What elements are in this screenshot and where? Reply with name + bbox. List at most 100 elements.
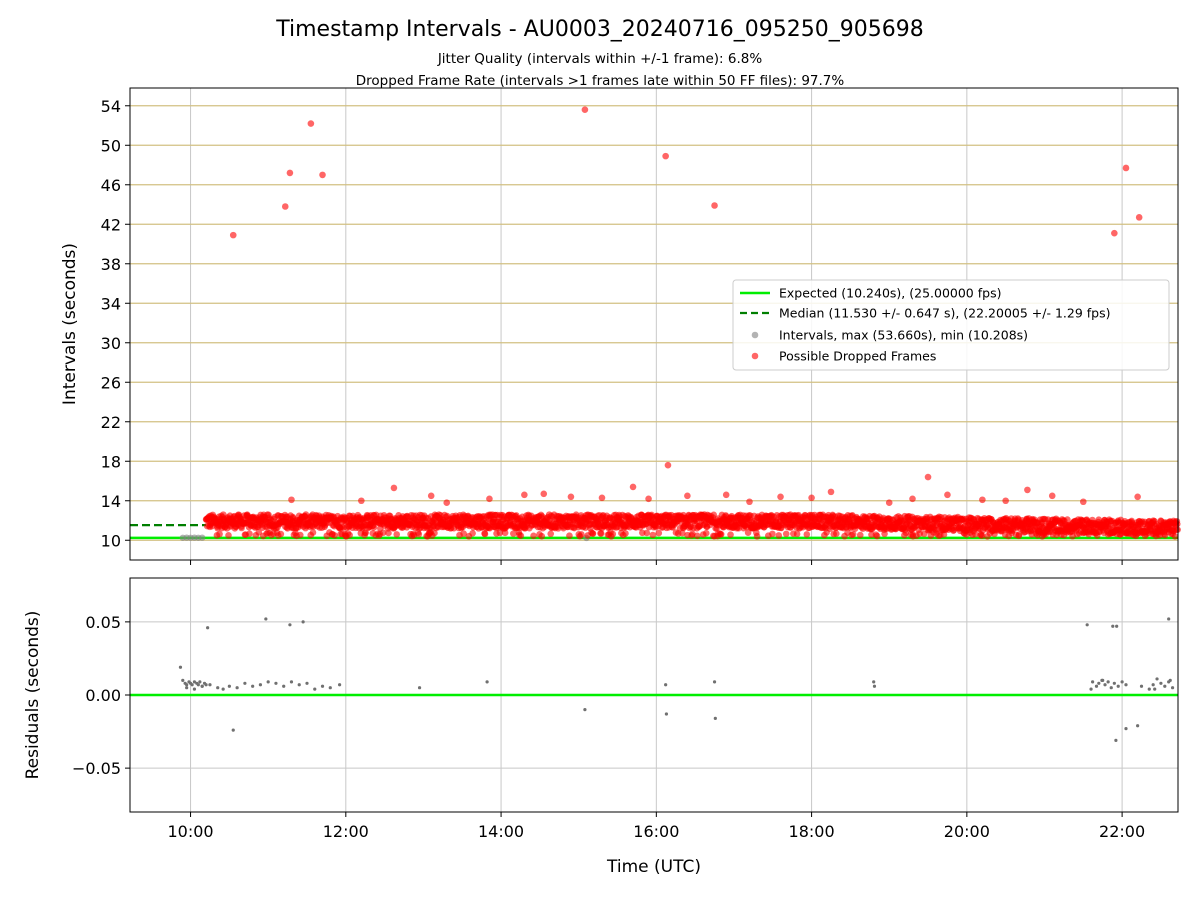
residual-point [664, 712, 669, 716]
dropped-frame-outlier [664, 461, 672, 469]
residual-point [289, 680, 294, 684]
residual-point [282, 684, 286, 688]
dropped-frame-point [393, 531, 401, 538]
dropped-frame-point [679, 529, 686, 537]
residual-point [200, 684, 204, 688]
top-ytick-label: 22 [101, 413, 121, 432]
chart-subtitle-jitter: Jitter Quality (intervals within +/-1 fr… [437, 51, 763, 67]
residual-point [872, 684, 877, 688]
residual-point [192, 687, 197, 691]
dropped-frame-point [856, 531, 864, 539]
dropped-frame-point [578, 531, 585, 538]
residual-point [1153, 687, 1157, 691]
dropped-frame-point [277, 530, 285, 538]
top-ytick-label: 54 [101, 97, 121, 116]
dropped-frame-point [225, 531, 232, 539]
dropped-frame-point [649, 531, 657, 539]
dropped-frame-point [717, 530, 725, 538]
residual-point [264, 617, 268, 621]
dropped-frame-outlier [390, 484, 398, 492]
top-ytick-label: 38 [101, 255, 121, 274]
residual-point [338, 683, 342, 687]
dropped-frame-outlier [808, 494, 815, 502]
dropped-frame-point [775, 532, 783, 539]
top-y-axis-label: Intervals (seconds) [60, 243, 80, 405]
chart-title: Timestamp Intervals - AU0003_20240716_09… [275, 17, 924, 42]
residual-point [417, 686, 422, 690]
dropped-frame-point [609, 530, 617, 538]
residual-point [206, 626, 210, 630]
dropped-frame-outlier [711, 202, 718, 209]
dropped-frame-outlier [909, 495, 916, 503]
residual-point [181, 678, 185, 682]
dropped-frame-outlier [521, 491, 528, 499]
top-ytick-label: 34 [101, 294, 121, 313]
dropped-frame-outlier [1111, 229, 1118, 237]
dropped-frame-outlier [486, 495, 493, 503]
top-ytick-label: 26 [101, 373, 121, 392]
residual-point [297, 683, 301, 687]
dropped-frame-point [727, 531, 734, 538]
residual-point [1147, 687, 1151, 691]
dropped-frame-outlier [722, 491, 730, 499]
dropped-frame-point [566, 532, 573, 539]
residual-point [1106, 680, 1110, 684]
dropped-frame-point [793, 530, 801, 538]
top-ytick-label: 50 [101, 136, 121, 155]
bottom-ytick-label: 0.05 [85, 613, 121, 632]
dropped-frame-point [803, 531, 811, 538]
dropped-frame-outlier [629, 483, 637, 491]
dropped-frame-point [547, 530, 555, 538]
chart-legend: Expected (10.240s), (25.00000 fps) Median… [732, 279, 1170, 371]
residual-point [231, 728, 235, 732]
dropped-frame-point [589, 530, 597, 537]
residual-point [1115, 624, 1119, 628]
bottom-y-axis-label: Residuals (seconds) [23, 611, 43, 780]
dropped-frame-outlier [1134, 493, 1141, 501]
residual-point [1139, 684, 1144, 688]
residual-point [1159, 681, 1163, 685]
legend-intervals-swatch [751, 331, 759, 339]
residual-point [198, 680, 202, 684]
dropped-frame-point [460, 530, 467, 537]
interval-point [198, 534, 206, 541]
dropped-frame-point [849, 530, 857, 538]
residual-point [243, 681, 247, 685]
residual-point [1170, 686, 1175, 690]
residual-point [583, 708, 587, 712]
residual-point [713, 716, 717, 721]
dropped-frame-point [385, 529, 392, 537]
dropped-frame-point [481, 530, 489, 538]
xtick-label: 14:00 [478, 822, 524, 841]
dropped-frame-point [1173, 520, 1181, 528]
residual-point [1085, 623, 1089, 627]
dropped-frame-outlier [944, 491, 951, 499]
dropped-frame-point [469, 529, 476, 537]
residual-point [485, 680, 489, 684]
residual-point [664, 683, 668, 687]
dropped-frame-outlier [598, 494, 606, 502]
dropped-frame-point [362, 529, 369, 537]
dropped-frame-outlier [1079, 498, 1087, 506]
residual-point [1136, 724, 1140, 728]
dropped-frame-point [530, 532, 537, 540]
dropped-frame-outlier [1024, 486, 1031, 494]
dropped-frame-point [296, 531, 304, 539]
dropped-frames-band [202, 511, 1181, 540]
residual-point [1097, 681, 1101, 685]
xtick-label: 20:00 [944, 822, 990, 841]
dropped-frame-point [972, 530, 979, 538]
residual-point [208, 683, 212, 687]
intervals-plot-frame [129, 87, 1179, 561]
residual-point [190, 683, 194, 687]
residual-point [185, 683, 189, 687]
dropped-frame-outlier [662, 152, 669, 160]
residual-point [872, 680, 876, 684]
residual-point [1155, 677, 1159, 681]
residual-point [1120, 680, 1124, 684]
dropped-frame-outlier [777, 493, 784, 501]
dropped-frame-point [1171, 532, 1179, 540]
dropped-frame-point [246, 530, 253, 538]
dropped-frame-point [702, 529, 710, 537]
legend-entry-label: Possible Dropped Frames [779, 349, 936, 364]
